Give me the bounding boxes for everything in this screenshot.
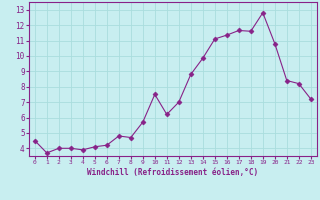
X-axis label: Windchill (Refroidissement éolien,°C): Windchill (Refroidissement éolien,°C) bbox=[87, 168, 258, 177]
